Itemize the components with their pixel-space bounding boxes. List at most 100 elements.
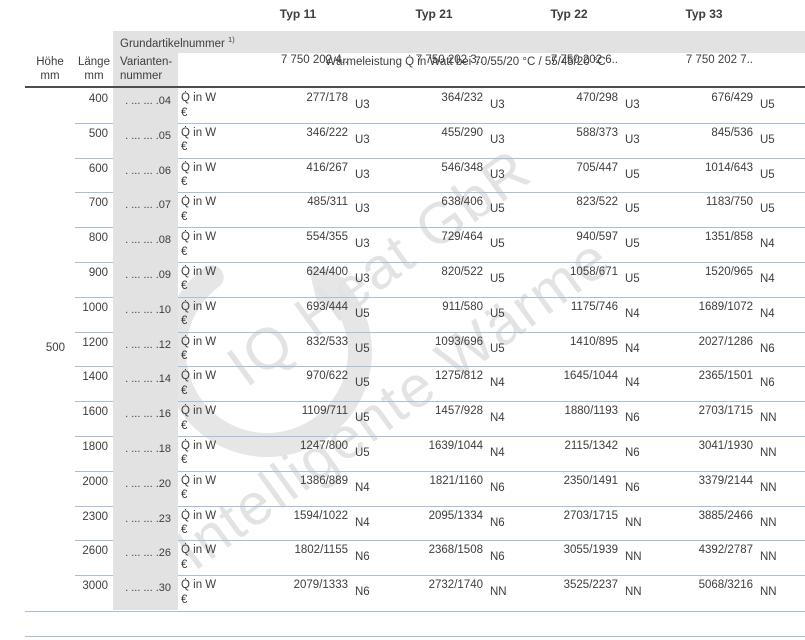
variante-cell: . ... ... .26 [113, 540, 178, 576]
typ21-value: 638/406 [441, 196, 483, 209]
table-row: 1400 . ... ... .14 Q̇ in W € 970/622 U5 … [25, 366, 805, 402]
typ22-value: 1175/746 [570, 300, 618, 313]
row-unit-labels: Q̇ in W € [178, 227, 248, 262]
typ33-code: N4 [760, 272, 775, 285]
typ22-code: U5 [625, 168, 640, 181]
typ21-value: 546/348 [441, 161, 483, 174]
typ21-code: U5 [490, 238, 505, 251]
variante-cell: . ... ... .07 [113, 192, 178, 228]
euro-label: € [181, 280, 188, 293]
q-label: Q̇ in W [181, 335, 217, 348]
typ33-value: 1351/858 [705, 231, 753, 244]
q-label: Q̇ in W [181, 439, 217, 452]
hoehe-cell: 500 [45, 341, 65, 354]
euro-label: € [181, 141, 188, 154]
typ-11-artikelnummer: 7 750 202 4.. [280, 53, 348, 66]
euro-label: € [181, 210, 188, 223]
typ22-code: NN [625, 516, 642, 529]
hoehe-cell [25, 88, 75, 123]
typ22-code: U5 [625, 238, 640, 251]
typ33-value: 1520/965 [705, 265, 753, 278]
laenge-cell: 3000 [82, 580, 108, 593]
variante-cell: . ... ... .30 [113, 575, 178, 610]
typ33-value: 3379/2144 [698, 474, 753, 487]
typ21-code: N6 [490, 551, 505, 564]
table-row: 700 . ... ... .07 Q̇ in W € 485/311 U3 6… [25, 192, 805, 228]
typ11-value: 832/533 [306, 335, 348, 348]
typ-11-header: Typ 11 [279, 7, 317, 21]
typ22-value: 2350/1491 [563, 474, 618, 487]
typ21-value: 911/580 [442, 300, 483, 313]
variante-cell: . ... ... .23 [113, 505, 178, 541]
q-label: Q̇ in W [181, 92, 217, 104]
hoehe-cell [25, 506, 75, 541]
typ21-value: 2732/1740 [428, 579, 483, 592]
typ22-code: N4 [625, 307, 640, 320]
typ33-value: 3885/2466 [698, 509, 753, 522]
euro-label: € [181, 489, 188, 502]
q-label: Q̇ in W [181, 405, 217, 418]
variante-cell: . ... ... .10 [113, 296, 178, 332]
typ11-code: U3 [355, 272, 370, 285]
typ-33-header: Typ 33 [685, 7, 723, 21]
typ21-code: U5 [490, 307, 505, 320]
typ22-value: 940/597 [576, 231, 618, 244]
q-label: Q̇ in W [181, 300, 217, 313]
typ33-code: U5 [760, 168, 775, 181]
hoehe-column-header: Höhe mm [25, 53, 75, 86]
q-label: Q̇ in W [181, 231, 217, 244]
row-unit-labels: Q̇ in W € [178, 506, 248, 541]
typ22-code: N4 [625, 342, 640, 355]
typ21-value: 1275/812 [435, 370, 483, 383]
table-row: 1000 . ... ... .10 Q̇ in W € 693/444 U5 … [25, 296, 805, 332]
footnote-marker: 1) [228, 35, 235, 44]
euro-label: € [181, 454, 188, 467]
laenge-cell: 2600 [82, 545, 108, 558]
row-unit-labels: Q̇ in W € [178, 297, 248, 332]
typ21-code: U3 [490, 99, 505, 111]
typ33-code: U5 [760, 133, 775, 146]
table-row: 2000 . ... ... .20 Q̇ in W € 1386/889 N4… [25, 470, 805, 506]
typ11-value: 624/400 [306, 265, 348, 278]
typ-21-artikelnummer: 7 750 202 3.. [415, 53, 483, 66]
typ21-code: N4 [490, 446, 505, 459]
typ22-code: N4 [625, 377, 640, 390]
typ33-code: N4 [760, 307, 775, 320]
typ33-value: 1689/1072 [698, 300, 753, 313]
typ33-value: 1014/643 [705, 161, 753, 174]
laenge-cell: 800 [88, 232, 108, 245]
typ33-value: 3041/1930 [698, 439, 753, 452]
typ21-code: U3 [490, 168, 505, 181]
typ21-value: 1821/1160 [429, 474, 483, 487]
typ22-code: N6 [625, 446, 640, 459]
column-header-row: Höhe mm Länge mm Varianten- nummer Wärme… [25, 53, 805, 88]
euro-label: € [181, 524, 188, 537]
typ21-code: N6 [490, 481, 505, 494]
typ33-code: NN [760, 586, 777, 599]
laenge-label: Länge [78, 56, 110, 68]
varianten-label-line2: nummer [120, 70, 163, 82]
typ33-code: NN [760, 446, 777, 459]
row-unit-labels: Q̇ in W € [178, 436, 248, 471]
typ33-value: 4392/2787 [698, 544, 753, 557]
typ33-code: N6 [760, 377, 775, 390]
typ21-code: N4 [490, 377, 505, 390]
typ21-code: N6 [490, 516, 505, 529]
typ22-value: 1058/671 [570, 265, 618, 278]
laenge-cell: 2000 [82, 475, 108, 488]
typ11-code: U5 [355, 377, 370, 390]
typ22-code: NN [625, 586, 642, 599]
table-row: 500 1200 . ... ... .12 Q̇ in W € 832/533… [25, 331, 805, 367]
page-bottom-rule [25, 636, 805, 637]
typ33-value: 676/429 [711, 92, 753, 104]
hoehe-unit: mm [40, 70, 60, 82]
typ22-value: 588/373 [576, 126, 618, 139]
row-unit-labels: Q̇ in W € [178, 540, 248, 575]
typ22-value: 705/447 [576, 161, 618, 174]
euro-label: € [181, 106, 188, 119]
q-label: Q̇ in W [181, 265, 217, 278]
typ22-code: U3 [625, 99, 640, 111]
hoehe-label: Höhe [36, 56, 64, 68]
grundartikelnummer-row: Grundartikelnummer 1) 7 750 202 4.. 7 75… [25, 31, 805, 66]
typ11-code: U5 [355, 446, 370, 459]
